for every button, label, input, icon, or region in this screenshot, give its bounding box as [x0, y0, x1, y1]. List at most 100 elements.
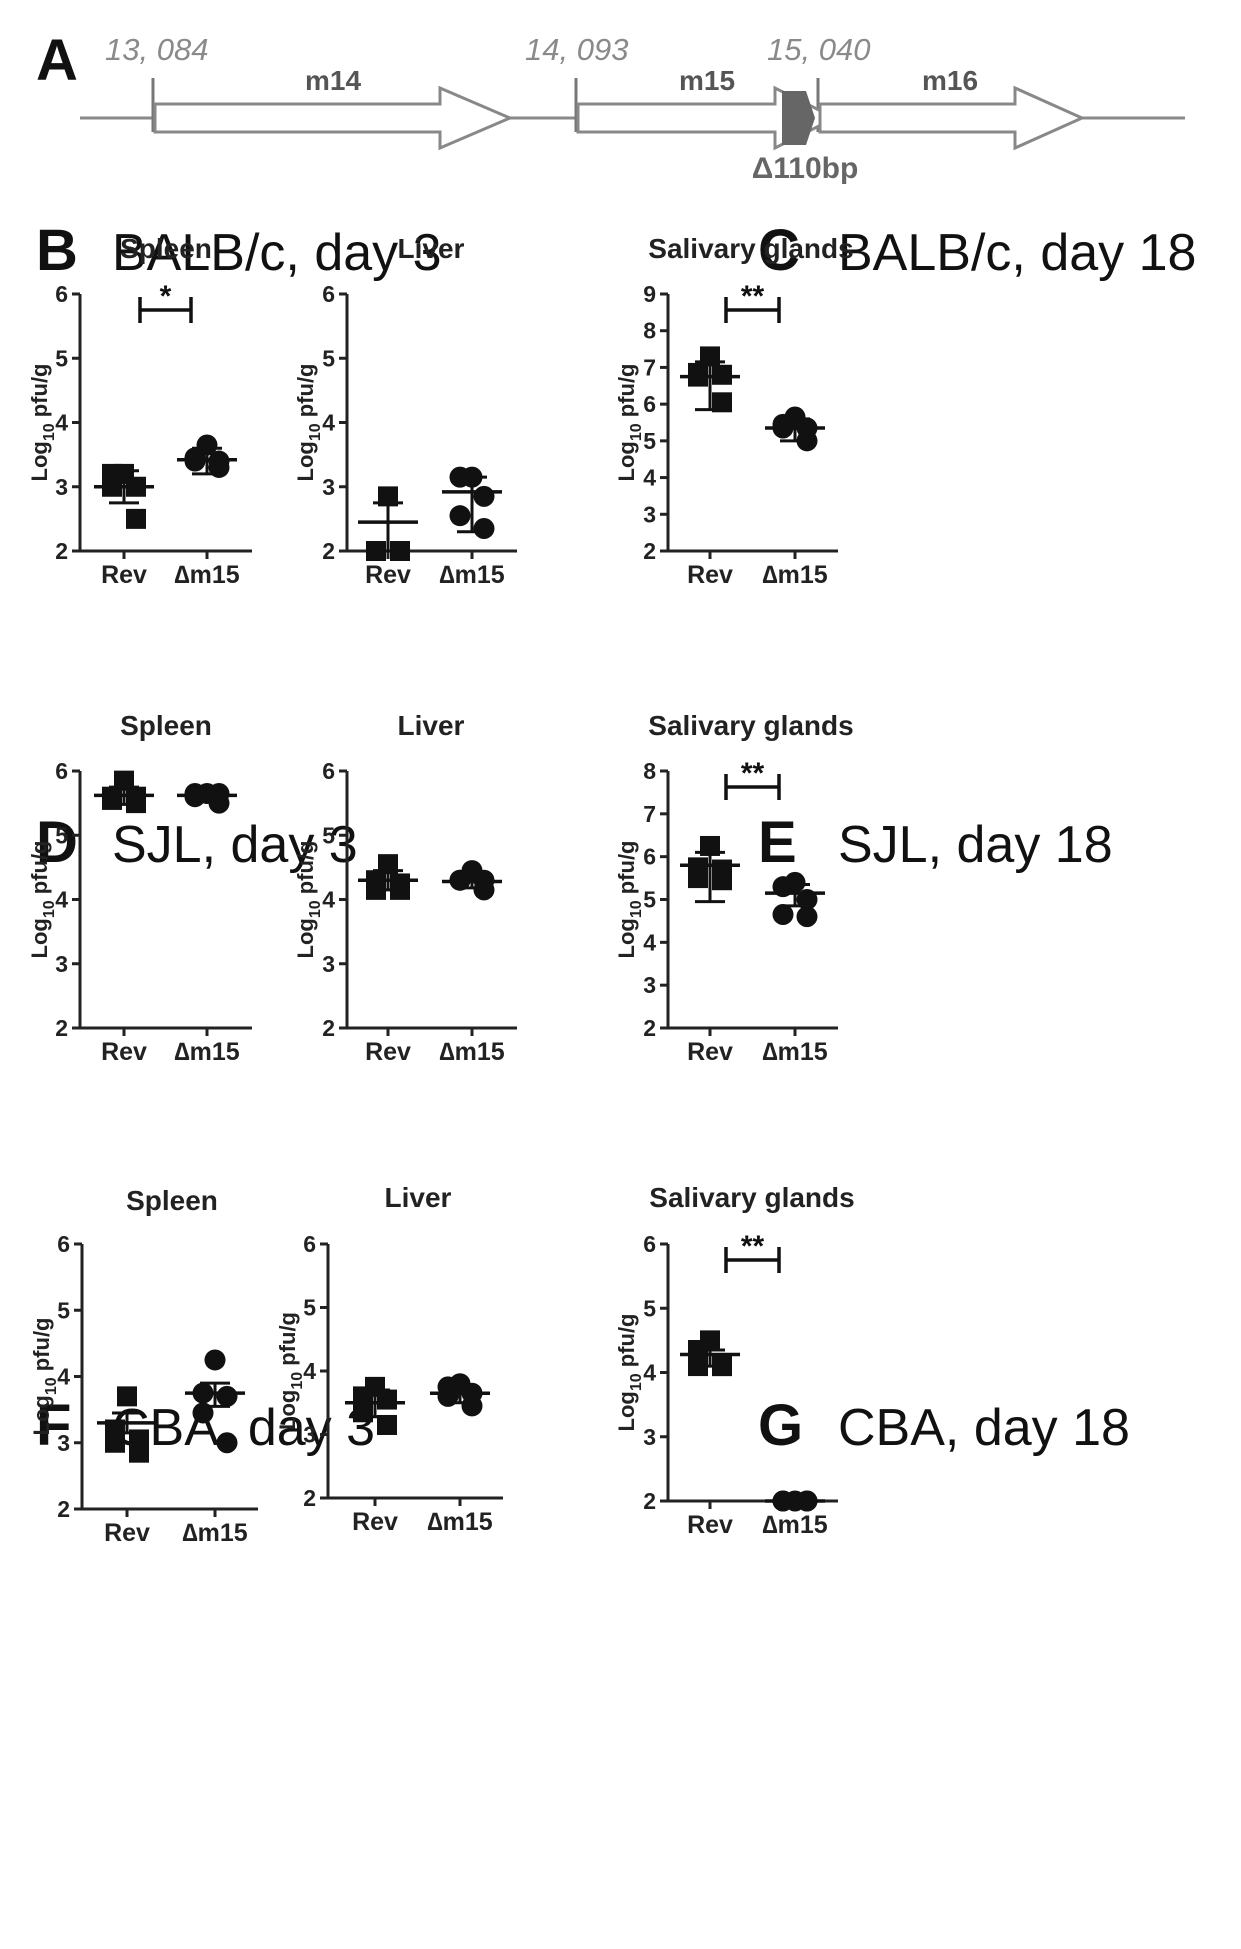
- panel-title-g: CBA, day 18: [838, 1399, 1130, 1457]
- y-tick-label: 8: [643, 758, 656, 784]
- chart-b-liver: Liver Log10 pfu/g 2 3 4 5 6 Rev ∆m15: [293, 233, 517, 589]
- y-tick-label: 3: [322, 951, 335, 977]
- y-tick-label: 3: [643, 1424, 656, 1450]
- chart-title: Spleen: [120, 233, 212, 264]
- data-point-circle: [204, 1349, 226, 1371]
- y-axis-label-unit: pfu/g: [27, 364, 52, 424]
- data-point-square: [377, 1414, 397, 1435]
- panel-label-a: A: [36, 28, 78, 93]
- y-tick-label: 6: [303, 1231, 316, 1257]
- chart-e-salivary-glands: Salivary glands Log10 pfu/g 2 3 4 5 6 7 8 Rev ∆m15…: [614, 710, 854, 1066]
- gene-label-m14: m14: [305, 65, 361, 96]
- panel-title-b: BALB/c, day 3: [112, 224, 442, 282]
- y-tick-label: 4: [55, 410, 68, 436]
- x-category-label: Rev: [101, 561, 147, 589]
- y-tick-label: 6: [55, 758, 68, 784]
- y-tick-label: 7: [643, 354, 656, 380]
- y-tick-label: 6: [322, 758, 335, 784]
- y-tick-label: 2: [55, 1015, 68, 1041]
- y-tick-label: 9: [643, 281, 656, 307]
- chart-title: Salivary glands: [648, 710, 853, 741]
- y-axis-label: Log10 pfu/g: [614, 841, 645, 959]
- y-tick-label: 6: [322, 281, 335, 307]
- y-tick-label: 6: [643, 391, 656, 417]
- chart-title: Spleen: [126, 1185, 218, 1216]
- data-point-square: [377, 1389, 397, 1410]
- data-point-circle: [208, 792, 230, 814]
- x-category-label: ∆m15: [762, 561, 827, 589]
- gene-label-m16: m16: [922, 65, 978, 96]
- y-axis-label-subscript: 10: [289, 1372, 306, 1390]
- data-point-square: [712, 392, 732, 413]
- gene-label-m15: m15: [679, 65, 735, 96]
- chart-d-liver: Liver Log10 pfu/g 2 3 4 5 6 Rev ∆m15: [293, 710, 517, 1066]
- data-point-circle: [216, 1432, 238, 1454]
- y-tick-label: 6: [643, 1231, 656, 1257]
- y-tick-label: 2: [303, 1485, 316, 1511]
- data-point-square: [102, 789, 122, 810]
- y-tick-label: 5: [643, 887, 656, 913]
- significance-label: *: [160, 280, 172, 313]
- y-tick-label: 5: [57, 1297, 70, 1323]
- y-axis-label: Log10 pfu/g: [27, 841, 58, 959]
- y-axis-label-subscript: 10: [628, 900, 645, 918]
- y-axis-label-subscript: 10: [307, 423, 324, 441]
- y-tick-label: 4: [55, 887, 68, 913]
- panel-label-b: B: [36, 218, 78, 283]
- coordinate-3: 15, 040: [767, 32, 870, 67]
- y-axis-label-unit: pfu/g: [614, 364, 639, 424]
- y-tick-label: 4: [57, 1364, 70, 1390]
- x-category-label: ∆m15: [439, 561, 504, 589]
- y-axis-label: Log10 pfu/g: [293, 364, 324, 482]
- data-point-square: [105, 1432, 125, 1453]
- y-tick-label: 5: [55, 345, 68, 371]
- y-tick-label: 3: [322, 474, 335, 500]
- y-tick-label: 4: [322, 887, 335, 913]
- y-tick-label: 2: [643, 1488, 656, 1514]
- chart-title: Liver: [398, 710, 465, 741]
- y-tick-label: 3: [57, 1430, 70, 1456]
- y-axis-label-base: Log: [27, 918, 52, 958]
- gene-arrow-m14: [153, 85, 514, 151]
- coordinate-1: 13, 084: [105, 32, 208, 67]
- y-tick-label: 2: [643, 538, 656, 564]
- y-tick-label: 3: [55, 951, 68, 977]
- y-axis-label-base: Log: [275, 1390, 300, 1430]
- y-tick-label: 5: [643, 428, 656, 454]
- y-axis-label-subscript: 10: [628, 423, 645, 441]
- y-axis-label-subscript: 10: [628, 1373, 645, 1391]
- data-point-square: [688, 868, 708, 889]
- panel-label-f: F: [36, 1393, 71, 1458]
- y-tick-label: 5: [55, 822, 68, 848]
- chart-g-salivary-glands: Salivary glands Log10 pfu/g 2 3 4 5 6 Rev ∆m15 **: [614, 1182, 855, 1539]
- chart-title: Spleen: [120, 710, 212, 741]
- data-point-circle: [473, 518, 495, 540]
- y-tick-label: 4: [643, 465, 656, 491]
- x-category-label: ∆m15: [439, 1038, 504, 1066]
- y-axis-label-subscript: 10: [43, 1377, 60, 1395]
- x-category-label: ∆m15: [174, 1038, 239, 1066]
- y-axis-label-subscript: 10: [307, 900, 324, 918]
- y-tick-label: 6: [643, 844, 656, 870]
- y-tick-label: 5: [643, 1295, 656, 1321]
- y-axis-label: Log10 pfu/g: [614, 1314, 645, 1432]
- chart-b-spleen: Spleen Log10 pfu/g 2 3 4 5 6 Rev ∆m15 *: [27, 233, 252, 589]
- y-axis-label-base: Log: [29, 1395, 54, 1435]
- x-category-label: Rev: [687, 1038, 733, 1066]
- data-point-square: [126, 508, 146, 529]
- y-axis-label: Log10 pfu/g: [27, 364, 58, 482]
- y-axis-label-unit: pfu/g: [27, 841, 52, 901]
- y-tick-label: 7: [643, 801, 656, 827]
- significance-label: **: [741, 757, 765, 790]
- chart-f-spleen: Spleen Log10 pfu/g 2 3 4 5 6 Rev ∆m15: [29, 1185, 258, 1547]
- x-category-label: Rev: [365, 561, 411, 589]
- chart-title: Liver: [398, 233, 465, 264]
- x-category-label: Rev: [352, 1508, 398, 1536]
- data-point-square: [712, 364, 732, 385]
- significance-label: **: [741, 1230, 765, 1263]
- y-axis-label-base: Log: [614, 918, 639, 958]
- data-point-circle: [216, 1385, 238, 1407]
- y-tick-label: 4: [643, 929, 656, 955]
- y-axis-label: Log10 pfu/g: [29, 1318, 60, 1436]
